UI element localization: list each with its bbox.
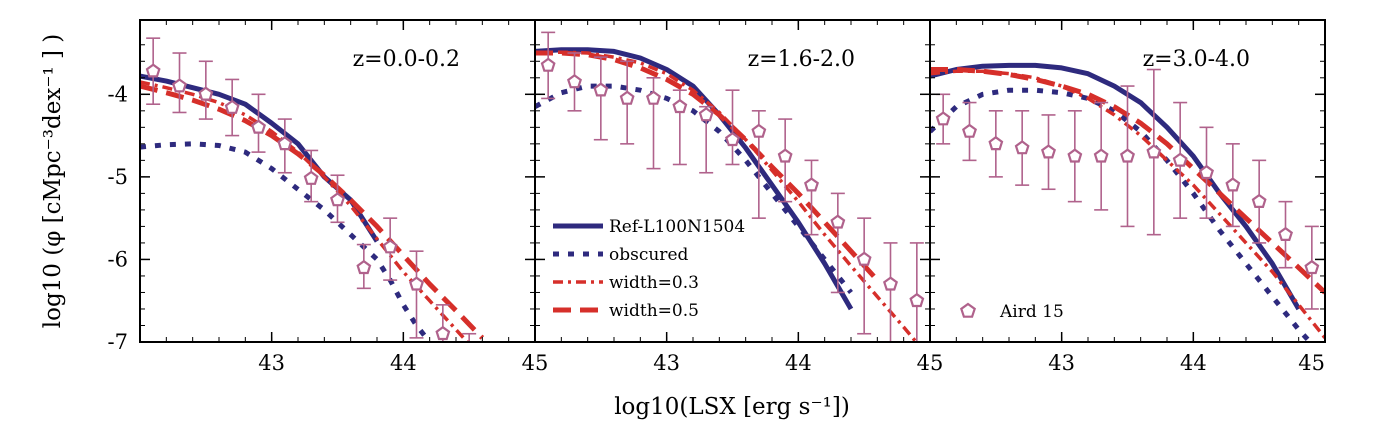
panel-0-plot-area [140,38,482,367]
series-line-ref [930,65,1299,309]
data-point [1253,195,1265,207]
data-point [621,92,633,104]
data-point [1016,142,1028,154]
panel-title: z=1.6-2.0 [748,47,855,72]
x-axis-label: log10(LSX [erg s⁻¹]) [614,394,850,420]
legend-label-width03: width=0.3 [609,273,699,293]
data-point [463,352,475,364]
data-point [147,65,159,77]
data-point [305,172,317,184]
data-point [1227,179,1239,191]
legend-label-aird: Aird 15 [999,302,1064,322]
data-point [937,113,949,125]
legend-label-width05: width=0.5 [609,301,699,321]
data-point [1306,261,1318,273]
x-tick-label: 44 [1180,351,1207,375]
legend-marker-aird [961,304,974,317]
x-tick-label: 45 [917,351,944,375]
x-tick-label: 44 [785,351,812,375]
panel-2: 43 44 45 z=3.0-4.0 [930,20,1325,375]
data-point [832,216,844,228]
data-point [990,137,1002,149]
panel-1: 43 44 45 z=1.6-2.0 [535,20,943,375]
y-tick-label: -6 [108,247,128,271]
chart-root: log10 (φ [cMpc⁻³dex⁻¹ ] ) log10(LSX [erg… [0,0,1394,431]
data-point [674,100,686,112]
data-point [647,92,659,104]
data-point [805,179,817,191]
x-tick-label: 44 [390,351,417,375]
legend-label-ref: Ref-L100N1504 [609,217,745,237]
panel-title: z=0.0-0.2 [353,47,460,72]
x-tick-label: 43 [258,351,285,375]
data-point [437,327,449,339]
data-point [963,125,975,137]
data-point [884,278,896,290]
series-line-obscured [535,86,851,292]
x-tick-label: 43 [1048,351,1075,375]
panel-title: z=3.0-4.0 [1143,47,1250,72]
y-tick-label: -4 [108,82,128,106]
x-tick-label: 45 [522,351,549,375]
y-tick-label: -5 [108,165,128,189]
data-point [384,241,396,253]
data-point [1174,154,1186,166]
panel-2-plot-area [930,65,1325,358]
data-point [568,75,580,87]
data-point [1279,228,1291,240]
data-point [753,125,765,137]
x-tick-label: 45 [1298,351,1325,375]
data-point [858,253,870,265]
data-point [542,59,554,71]
data-point [1121,150,1133,162]
legend-label-obscured: obscured [609,245,688,265]
data-point [358,261,370,273]
data-point [1042,146,1054,158]
y-axis-label: log10 (φ [cMpc⁻³dex⁻¹ ] ) [40,34,66,329]
series-line-width03 [140,82,482,359]
y-tick-label: -7 [108,330,128,354]
panel-frame [535,20,930,342]
data-point [1095,150,1107,162]
legend: Ref-L100N1504 obscured width=0.3 width=0.5 A… [553,217,1064,322]
data-point [173,80,185,92]
x-tick-label: 43 [653,351,680,375]
data-point [911,294,923,306]
data-point [779,150,791,162]
data-point [252,121,264,133]
panel-0: 43 44 45 z=0.0-0.2 [140,20,548,375]
series-line-obscured [140,144,443,367]
chart-svg: log10 (φ [cMpc⁻³dex⁻¹ ] ) log10(LSX [erg… [0,0,1394,431]
data-point [1069,150,1081,162]
